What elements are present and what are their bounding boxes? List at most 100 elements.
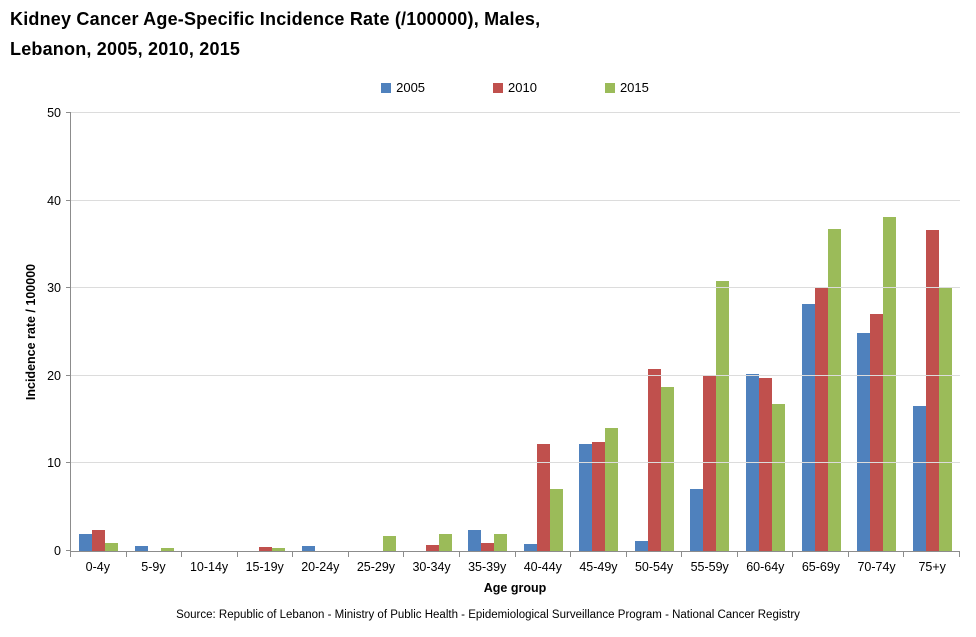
bar-2005-50-54y <box>634 541 648 551</box>
bar-2010-60-64y <box>759 377 773 551</box>
y-tick-label-50: 50 <box>47 106 61 120</box>
x-tick-cell <box>571 551 627 557</box>
y-tick-label-40: 40 <box>47 193 61 208</box>
legend-swatch-2010 <box>493 82 504 93</box>
x-tick-cell <box>349 551 405 557</box>
bar-2010-55-59y <box>703 375 717 551</box>
x-tick-label-10-14y: 10-14y <box>189 560 229 574</box>
x-tick-label-70-74y: 70-74y <box>857 560 896 574</box>
source-note: Source: Republic of Lebanon - Ministry o… <box>176 609 800 621</box>
bar-group-20-24y <box>293 113 349 551</box>
bar-2015-30-34y <box>438 534 452 551</box>
legend-item-2010: 2010 <box>493 80 537 95</box>
x-tick-label-25-29y: 25-29y <box>356 560 396 574</box>
bar-2005-75+y <box>912 406 926 551</box>
x-tick-cell <box>793 551 849 557</box>
gridline-20 <box>71 374 960 376</box>
x-tick-label-35-39y: 35-39y <box>468 560 507 574</box>
gridline-40 <box>71 199 960 201</box>
bar-2015-60-64y <box>772 403 786 551</box>
bar-2010-15-19y <box>258 546 272 551</box>
bar-group-45-49y <box>571 113 627 551</box>
legend-item-2015: 2015 <box>604 80 649 95</box>
x-tick-label-40-44y: 40-44y <box>523 560 562 574</box>
bar-2010-50-54y <box>647 368 661 551</box>
bar-2010-70-74y <box>870 314 884 551</box>
x-tick-cell <box>516 551 572 557</box>
bar-2015-5-9y <box>160 547 174 551</box>
bar-group-60-64y <box>738 113 794 551</box>
gridline-30 <box>71 287 960 289</box>
chart-title-line1: Kidney Cancer Age-Specific Incidence Rat… <box>10 9 541 29</box>
x-tick-label-20-24y: 20-24y <box>301 560 340 574</box>
bar-group-70-74y <box>849 113 905 551</box>
legend-item-2005: 2005 <box>381 80 425 95</box>
x-tick-label-15-19y: 15-19y <box>245 560 284 574</box>
bar-group-40-44y <box>516 113 572 551</box>
x-tick-label-30-34y: 30-34y <box>412 560 451 574</box>
bar-group-35-39y <box>460 113 516 551</box>
y-tick-label-10: 10 <box>47 456 61 471</box>
x-tick-cell <box>460 551 516 557</box>
gridline-10 <box>71 462 960 464</box>
x-tick-label-45-49y: 45-49y <box>579 560 618 574</box>
x-tick-cell <box>904 551 960 557</box>
bar-group-10-14y <box>182 113 238 551</box>
bar-group-65-69y <box>793 113 849 551</box>
bar-2015-70-74y <box>883 217 897 551</box>
bar-2005-35-39y <box>468 529 482 551</box>
x-tick-cell <box>627 551 683 557</box>
bar-2015-75+y <box>938 288 952 551</box>
gridline-50 <box>71 112 960 113</box>
bar-2010-40-44y <box>536 444 550 551</box>
bar-2005-55-59y <box>690 488 704 551</box>
legend-label: 2005 <box>396 80 426 95</box>
bar-2005-65-69y <box>801 303 815 551</box>
y-tick-label-20: 20 <box>47 368 61 383</box>
bar-groups <box>71 113 960 551</box>
y-tick-mark-50 <box>66 112 71 113</box>
legend-label: 2010 <box>508 80 537 95</box>
y-tick-label-0: 0 <box>54 544 61 558</box>
x-tick-cell <box>182 551 238 557</box>
bar-2010-35-39y <box>481 543 495 551</box>
legend-label: 2015 <box>619 80 649 95</box>
bar-2005-45-49y <box>579 444 593 551</box>
chart-title: Kidney Cancer Age-Specific Incidence Rat… <box>10 4 540 64</box>
bar-group-0-4y <box>71 113 127 551</box>
bar-2005-40-44y <box>523 544 537 551</box>
legend-swatch-2005 <box>381 82 392 93</box>
bar-group-55-59y <box>682 113 738 551</box>
x-tick-cell <box>71 551 127 557</box>
x-tick-label-65-69y: 65-69y <box>801 560 841 574</box>
bar-group-5-9y <box>127 113 183 551</box>
y-tick-mark-0 <box>66 550 71 551</box>
plot-area: 0 10 20 30 40 50 <box>47 106 960 558</box>
x-tick-cell <box>404 551 460 557</box>
x-tick-cell <box>127 551 183 557</box>
bar-2010-0-4y <box>92 529 106 551</box>
bar-2015-25-29y <box>383 536 397 551</box>
bar-group-25-29y <box>349 113 405 551</box>
bar-2015-50-54y <box>660 387 674 551</box>
bar-group-75+y <box>904 113 960 551</box>
x-tick-label-5-9y: 5-9y <box>141 560 166 574</box>
x-tick-label-60-64y: 60-64y <box>746 560 785 574</box>
y-tick-mark-30 <box>66 287 71 289</box>
bar-2015-15-19y <box>271 548 285 551</box>
chart-title-line2: Lebanon, 2005, 2010, 2015 <box>10 39 241 59</box>
legend-swatch-2015 <box>604 82 615 93</box>
bar-group-50-54y <box>627 113 683 551</box>
x-tick-cell <box>738 551 794 557</box>
bar-2005-0-4y <box>79 534 93 551</box>
bar-2015-40-44y <box>549 488 563 551</box>
y-tick-mark-20 <box>66 374 71 376</box>
bar-2010-45-49y <box>592 441 606 551</box>
x-tick-cell <box>849 551 905 557</box>
bar-2010-30-34y <box>425 544 439 551</box>
bar-2005-5-9y <box>134 545 148 551</box>
x-tick-label-0-4y: 0-4y <box>85 560 110 574</box>
x-tick-cell <box>238 551 294 557</box>
bar-2015-65-69y <box>827 228 841 551</box>
